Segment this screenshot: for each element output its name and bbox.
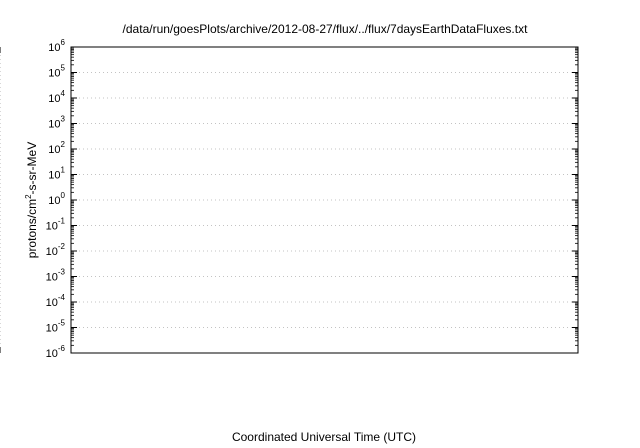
y-tick-label: 105 [48,64,65,80]
y-tick-label: 103 [48,115,65,131]
y-tick-label: 102 [48,140,65,156]
y-tick-label: 10-6 [46,344,66,360]
y-axis: 10-6 10-5 10-4 10-3 10-2 10-1 100 101 102 103 104 1… [46,38,578,360]
y-tick-label: 10-4 [46,293,66,309]
grid [0,46,578,354]
y-tick-label: 106 [48,38,65,54]
y-tick-label: 10-1 [46,217,66,233]
chart-title: /data/run/goesPlots/archive/2012-08-27/f… [123,22,529,36]
y-tick-label: 10-3 [46,268,66,284]
y-tick-label: 10-5 [46,319,66,335]
x-axis-label: Coordinated Universal Time (UTC) [232,430,416,444]
y-tick-label: 104 [48,89,65,105]
y-tick-label: 10-2 [46,242,66,258]
y-tick-label: 101 [48,166,65,182]
y-axis-label: protons/cm2-s-sr-MeV [24,142,39,258]
y-tick-label: 100 [48,191,65,207]
